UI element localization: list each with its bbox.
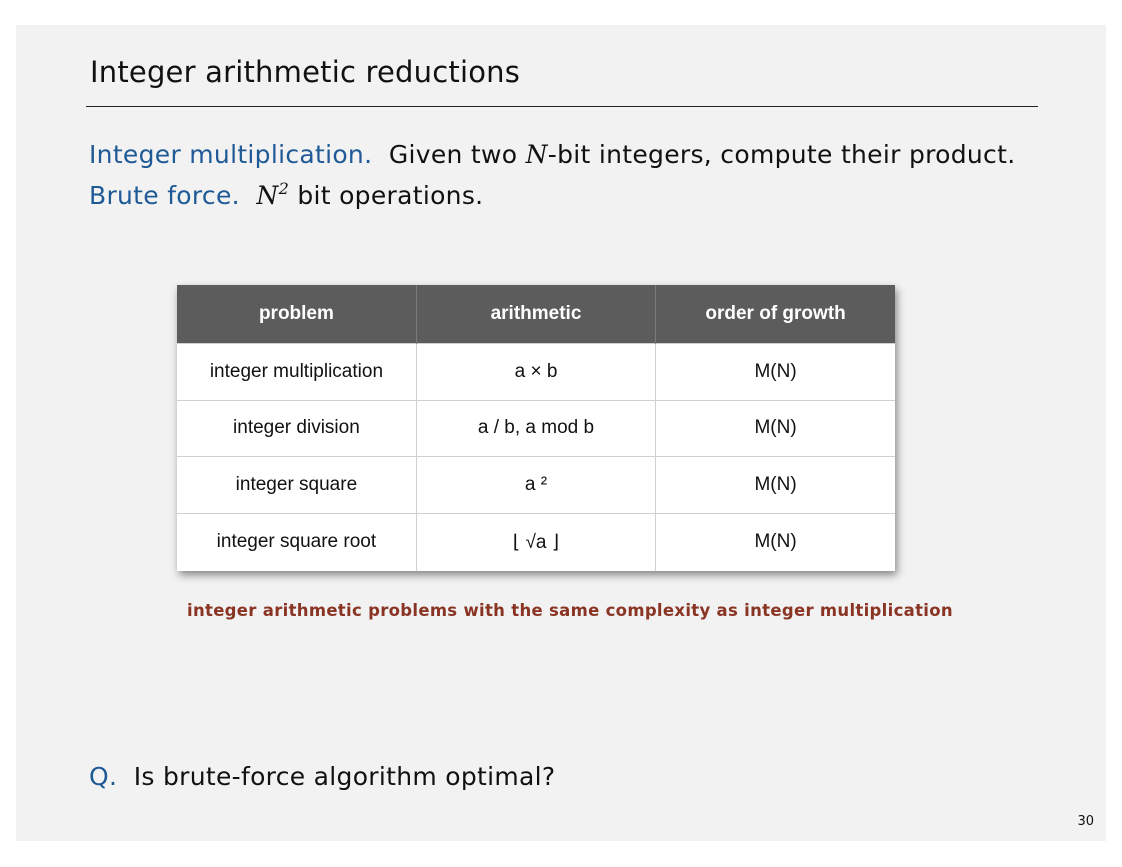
cell-order-of-growth: M(N) xyxy=(655,343,895,401)
line-text: bit operations. xyxy=(289,181,484,210)
table-row: integer square a ² M(N) xyxy=(177,456,895,514)
cell-order-of-growth: M(N) xyxy=(655,399,895,457)
table-row: integer division a / b, a mod b M(N) xyxy=(177,399,895,457)
cell-order-of-growth: M(N) xyxy=(655,512,895,571)
question-text: Is brute-force algorithm optimal? xyxy=(133,762,556,791)
term-label: Integer multiplication. xyxy=(89,140,373,169)
header-problem: problem xyxy=(177,285,417,344)
header-order-of-growth: order of growth xyxy=(655,285,895,344)
slide: Integer arithmetic reductions Integer mu… xyxy=(16,25,1106,841)
cell-problem: integer multiplication xyxy=(177,343,417,401)
cell-problem: integer division xyxy=(177,399,417,457)
line-integer-multiplication: Integer multiplication. Given two N-bit … xyxy=(89,140,1015,169)
cell-problem: integer square xyxy=(177,456,417,514)
table-row: integer multiplication a × b M(N) xyxy=(177,343,895,401)
page-number: 30 xyxy=(1077,814,1094,829)
line-brute-force: Brute force. N2 bit operations. xyxy=(89,179,484,210)
cell-problem: integer square root xyxy=(177,512,417,571)
var-n: N xyxy=(525,140,548,169)
cell-arithmetic: a × b xyxy=(416,343,657,401)
title-divider xyxy=(86,106,1038,107)
cell-arithmetic: a ² xyxy=(416,456,657,514)
line-text: Given two xyxy=(388,140,526,169)
table-caption: integer arithmetic problems with the sam… xyxy=(187,601,953,620)
question-line: Q. Is brute-force algorithm optimal? xyxy=(89,762,555,791)
slide-title: Integer arithmetic reductions xyxy=(90,55,521,89)
cell-arithmetic: ⌊ √a ⌋ xyxy=(416,512,657,571)
table-row: integer square root ⌊ √a ⌋ M(N) xyxy=(177,512,895,571)
question-label: Q. xyxy=(89,762,118,791)
cell-arithmetic: a / b, a mod b xyxy=(416,399,657,457)
exponent: 2 xyxy=(278,179,290,198)
var-n: N xyxy=(256,181,279,210)
table-header-row: problem arithmetic order of growth xyxy=(177,285,895,344)
term-label: Brute force. xyxy=(89,181,240,210)
reductions-table: problem arithmetic order of growth integ… xyxy=(177,285,895,571)
header-arithmetic: arithmetic xyxy=(416,285,657,344)
line-text: -bit integers, compute their product. xyxy=(547,140,1016,169)
cell-order-of-growth: M(N) xyxy=(655,456,895,514)
